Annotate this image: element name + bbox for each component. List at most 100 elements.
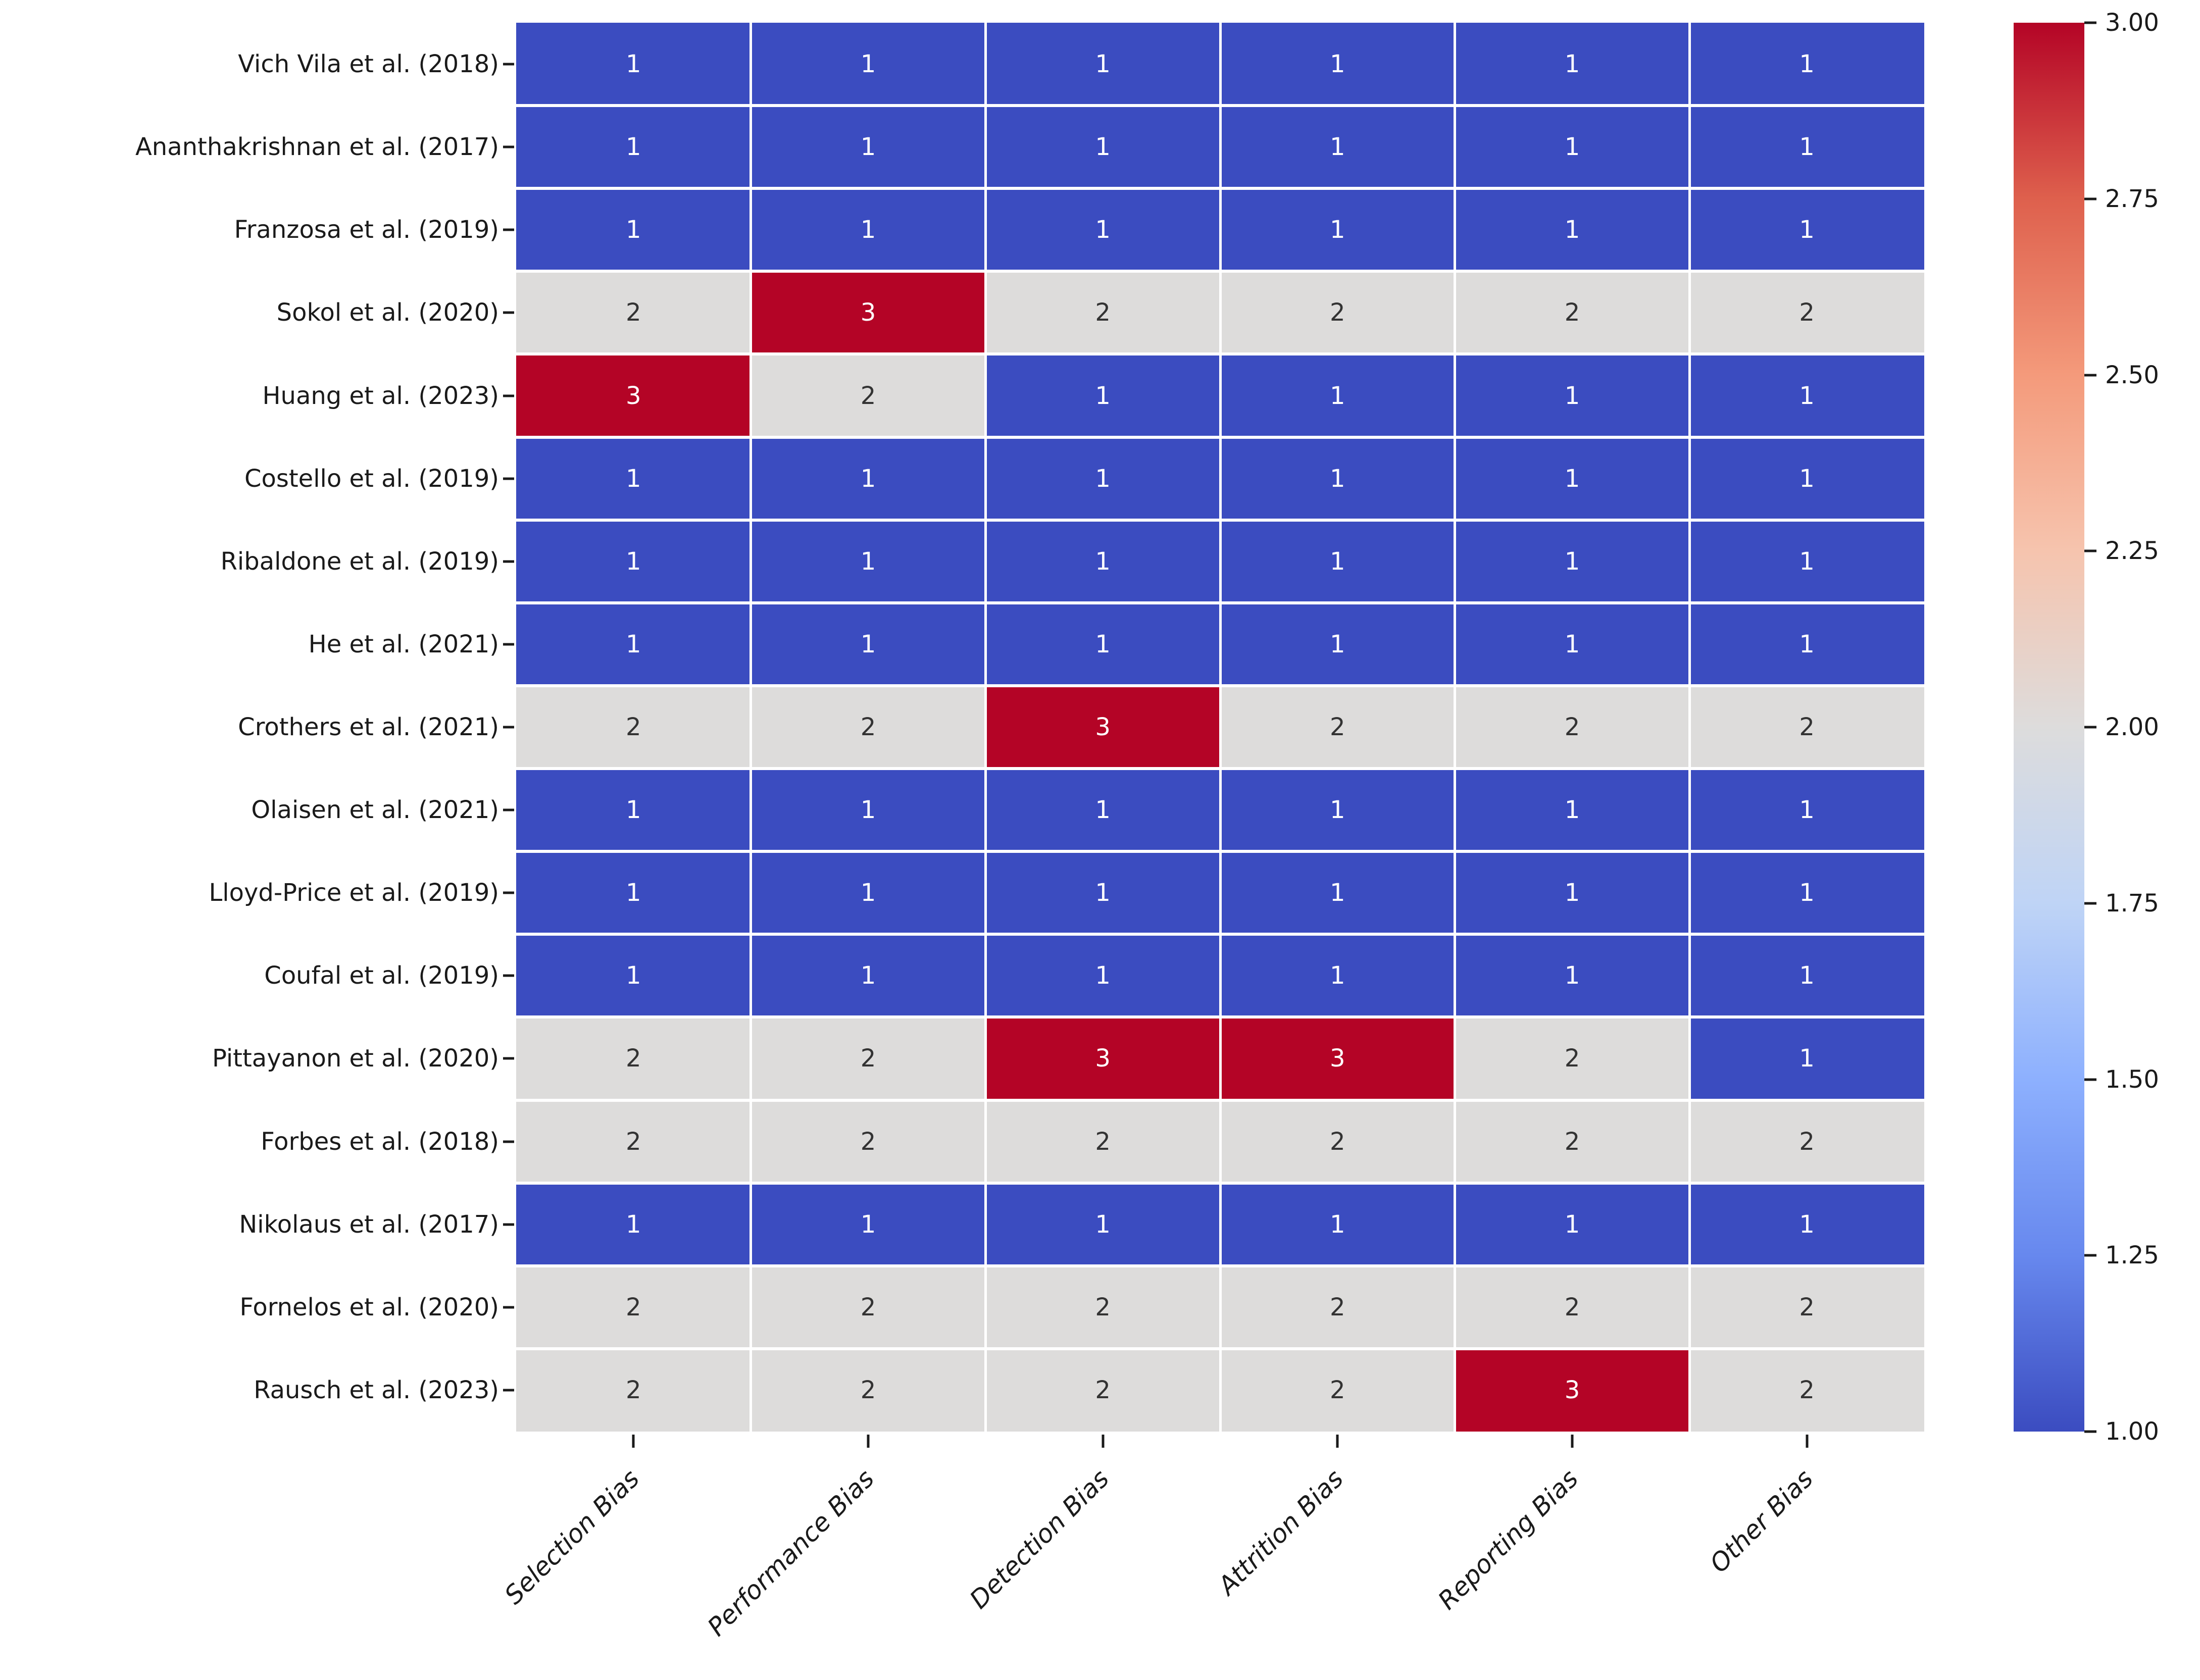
colorbar-tick-mark — [2084, 726, 2096, 729]
cell-value: 2 — [1330, 1293, 1345, 1321]
heatmap-cell: 1 — [516, 188, 751, 272]
cell-value: 2 — [860, 1376, 876, 1404]
colorbar-tick-mark — [2084, 549, 2096, 552]
cell-value: 3 — [1095, 1044, 1111, 1073]
cell-value: 2 — [1799, 298, 1815, 327]
cell-value: 1 — [626, 1210, 641, 1239]
heatmap-cell: 2 — [1455, 1017, 1690, 1100]
heatmap-cell: 2 — [1455, 1100, 1690, 1183]
cell-value: 2 — [1095, 1293, 1111, 1321]
heatmap-cell: 1 — [516, 106, 751, 189]
grid-line-horizontal — [516, 684, 1924, 687]
cell-value: 2 — [1330, 1127, 1345, 1156]
column-label: Other Bias — [1704, 1464, 1819, 1579]
cell-value: 2 — [1564, 1044, 1580, 1073]
cell-value: 1 — [1564, 961, 1580, 990]
cell-value: 2 — [1330, 298, 1345, 327]
heatmap-cell: 1 — [1689, 106, 1924, 189]
heatmap-cell: 1 — [1689, 602, 1924, 686]
colorbar-tick-label: 2.75 — [2105, 184, 2159, 213]
heatmap-cell: 2 — [751, 1100, 986, 1183]
cell-value: 3 — [1095, 712, 1111, 741]
cell-value: 1 — [860, 216, 876, 244]
colorbar-tick-label: 1.75 — [2105, 889, 2159, 918]
row-label: Sokol et al. (2020) — [276, 298, 499, 327]
grid-line-horizontal — [516, 1347, 1924, 1350]
x-tick-mark — [1336, 1435, 1339, 1448]
heatmap-cell: 1 — [1689, 188, 1924, 272]
y-tick-mark — [503, 394, 514, 397]
cell-value: 2 — [1799, 1127, 1815, 1156]
heatmap-cell: 1 — [1220, 437, 1455, 520]
cell-value: 1 — [1799, 1044, 1815, 1073]
cell-value: 2 — [1330, 1376, 1345, 1404]
heatmap-cell: 2 — [1220, 685, 1455, 769]
grid-line-horizontal — [516, 518, 1924, 522]
cell-value: 1 — [1330, 1210, 1345, 1239]
cell-value: 1 — [1799, 879, 1815, 907]
heatmap-cell: 2 — [1455, 1265, 1690, 1349]
heatmap-cell: 1 — [751, 188, 986, 272]
heatmap-cell: 1 — [1455, 602, 1690, 686]
cell-value: 1 — [1799, 216, 1815, 244]
heatmap-cell: 1 — [751, 602, 986, 686]
heatmap-cell: 1 — [751, 934, 986, 1017]
cell-value: 3 — [626, 381, 641, 410]
heatmap-cell: 1 — [985, 106, 1220, 189]
heatmap-cell: 3 — [985, 1017, 1220, 1100]
colorbar-tick-label: 3.00 — [2105, 9, 2159, 37]
y-tick-mark — [503, 974, 514, 977]
colorbar-tick-label: 2.50 — [2105, 361, 2159, 389]
row-label: He et al. (2021) — [308, 630, 499, 658]
cell-value: 2 — [626, 712, 641, 741]
cell-value: 1 — [1095, 630, 1111, 658]
row-label: Olaisen et al. (2021) — [251, 796, 499, 825]
row-label: Ribaldone et al. (2019) — [220, 547, 499, 576]
cell-value: 1 — [1799, 547, 1815, 576]
x-tick-mark — [1102, 1435, 1105, 1448]
heatmap-cell: 2 — [1689, 271, 1924, 354]
grid-line-horizontal — [516, 352, 1924, 356]
cell-value: 3 — [1564, 1376, 1580, 1404]
cell-value: 1 — [1799, 464, 1815, 493]
cell-value: 2 — [1564, 1293, 1580, 1321]
cell-value: 2 — [1330, 712, 1345, 741]
cell-value: 2 — [1095, 298, 1111, 327]
cell-value: 1 — [1564, 796, 1580, 825]
grid-line-horizontal — [516, 270, 1924, 273]
heatmap-cell: 1 — [516, 934, 751, 1017]
heatmap-cell: 1 — [751, 520, 986, 603]
y-tick-mark — [503, 311, 514, 314]
cell-value: 1 — [1799, 1210, 1815, 1239]
cell-value: 1 — [1330, 547, 1345, 576]
cell-value: 1 — [1799, 50, 1815, 79]
heatmap-cell: 1 — [1220, 1183, 1455, 1266]
cell-value: 2 — [1564, 298, 1580, 327]
row-label: Lloyd-Price et al. (2019) — [209, 879, 499, 907]
cell-value: 1 — [626, 216, 641, 244]
heatmap-cell: 1 — [985, 188, 1220, 272]
heatmap-cell: 2 — [985, 271, 1220, 354]
cell-value: 1 — [1330, 50, 1345, 79]
heatmap-cell: 1 — [516, 602, 751, 686]
heatmap-cell: 2 — [1220, 1265, 1455, 1349]
cell-value: 1 — [626, 796, 641, 825]
y-tick-mark — [503, 63, 514, 66]
heatmap-cell: 2 — [516, 1265, 751, 1349]
colorbar-tick-label: 1.25 — [2105, 1241, 2159, 1270]
heatmap-cell: 1 — [985, 437, 1220, 520]
heatmap-cell: 1 — [1220, 934, 1455, 1017]
cell-value: 3 — [860, 298, 876, 327]
heatmap-cell: 1 — [985, 851, 1220, 935]
cell-value: 1 — [860, 630, 876, 658]
column-label: Attrition Bias — [1212, 1464, 1349, 1601]
heatmap-cell: 1 — [516, 437, 751, 520]
cell-value: 1 — [1799, 381, 1815, 410]
heatmap-cell: 3 — [985, 685, 1220, 769]
heatmap-cell: 1 — [1689, 769, 1924, 852]
heatmap-cell: 1 — [1455, 106, 1690, 189]
y-tick-mark — [503, 726, 514, 729]
heatmap-cell: 1 — [516, 1183, 751, 1266]
x-tick-mark — [867, 1435, 870, 1448]
